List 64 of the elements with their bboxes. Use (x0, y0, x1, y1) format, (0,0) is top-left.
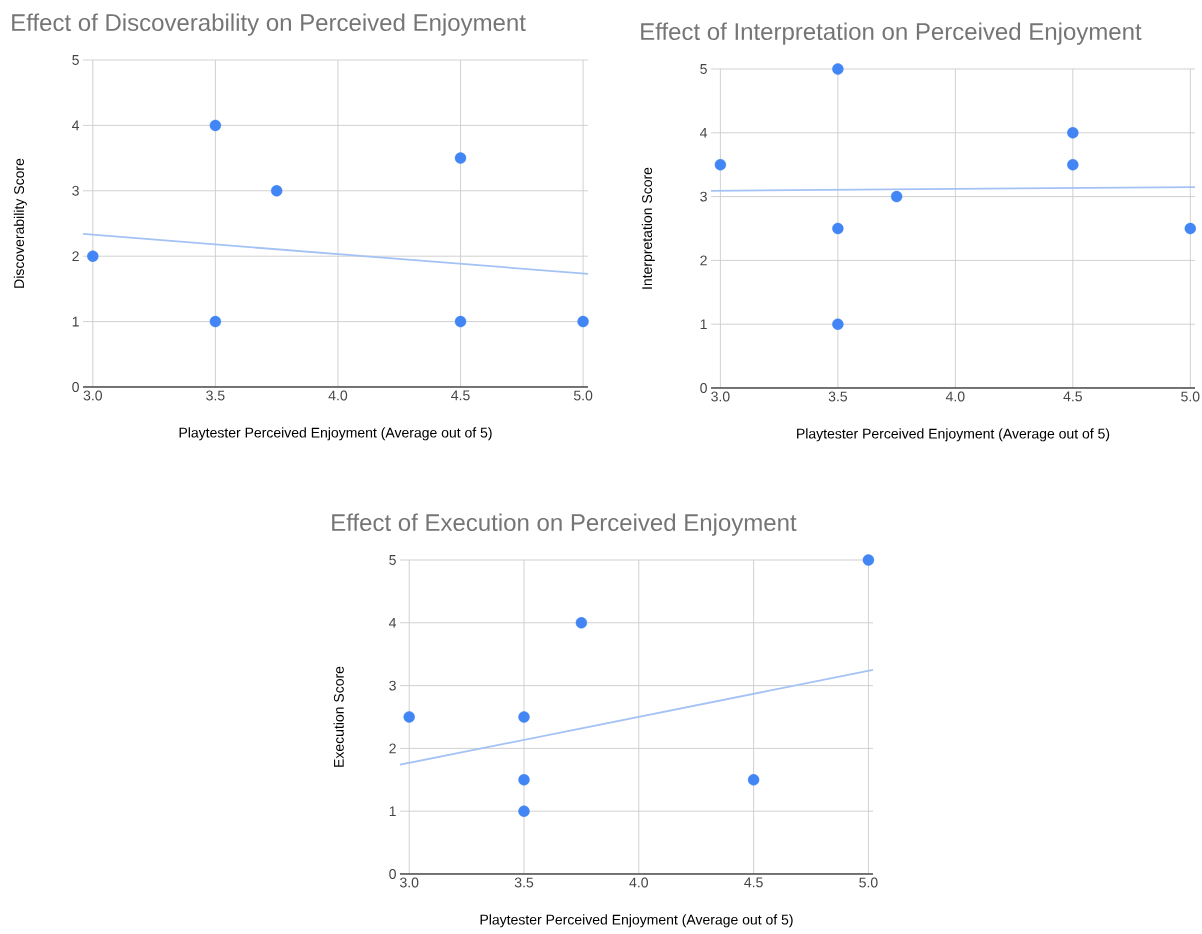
point (403, 711, 415, 723)
point (518, 711, 530, 723)
y-tick-label: 3 (72, 185, 79, 196)
y-axis-title: Execution Score (333, 666, 344, 767)
y-tick-label: 0 (389, 869, 396, 879)
x-tick-label: 3.5 (828, 391, 848, 402)
point (832, 63, 844, 75)
x-tick-label: 4.0 (945, 391, 965, 402)
x-tick-label: 5.0 (573, 390, 593, 401)
x-tick-label: 5.0 (859, 877, 878, 888)
point (209, 315, 222, 328)
x-axis-title: Playtester Perceived Enjoyment (Average out of 5) (480, 914, 793, 928)
point (454, 152, 467, 164)
y-tick-label: 3 (389, 680, 396, 691)
x-tick-label: 3.5 (514, 877, 534, 888)
y-tick-label: 4 (389, 617, 397, 628)
x-axis-title: Playtester Perceived Enjoyment (Average out of 5) (179, 427, 492, 441)
point (87, 250, 99, 262)
y-tick-label: 4 (72, 120, 80, 131)
point (518, 805, 530, 817)
y-tick-label: 5 (389, 555, 396, 565)
y-tick-label: 1 (389, 806, 396, 817)
x-tick-label: 4.5 (744, 877, 763, 888)
y-tick-label: 5 (700, 64, 707, 74)
point (1067, 159, 1079, 171)
point (454, 315, 467, 328)
x-tick-label: 4.5 (451, 390, 470, 401)
y-tick-label: 1 (700, 319, 707, 330)
x-tick-label: 4.5 (1063, 391, 1082, 402)
point (832, 318, 844, 330)
point (575, 617, 588, 629)
y-axis-title: Interpretation Score (641, 167, 655, 289)
y-tick-label: 1 (72, 316, 79, 327)
chart-title: Effect of Discoverability on Perceived Enjoyment (12, 13, 526, 36)
x-tick-label: 3.0 (83, 390, 102, 401)
y-tick-label: 5 (72, 55, 79, 65)
x-tick-label: 3.0 (399, 877, 419, 888)
y-tick-label: 2 (389, 743, 396, 754)
point (518, 774, 530, 786)
point (270, 185, 283, 197)
chart-title: Effect of Interpretation on Perceived Enjoyment (641, 22, 1142, 45)
x-tick-label: 3.0 (711, 391, 730, 402)
point (209, 119, 222, 132)
x-tick-label: 3.5 (206, 390, 225, 401)
point (714, 159, 727, 171)
point (890, 190, 903, 203)
y-axis-title: Discoverability Score (13, 158, 27, 288)
point (1067, 127, 1079, 139)
chart-title: Effect of Execution on Perceived Enjoyment (332, 513, 797, 536)
point (577, 315, 589, 328)
x-axis-title: Playtester Perceived Enjoyment (Average out of 5) (797, 428, 1110, 442)
y-tick-label: 3 (700, 191, 707, 202)
point (1184, 222, 1196, 235)
x-tick-label: 4.0 (328, 390, 348, 401)
point (832, 222, 844, 235)
y-tick-label: 4 (700, 127, 708, 138)
y-tick-label: 2 (72, 251, 79, 262)
y-tick-label: 0 (72, 382, 79, 392)
point (747, 774, 760, 786)
point (862, 554, 875, 566)
x-tick-label: 4.0 (629, 877, 648, 888)
y-tick-label: 0 (700, 383, 707, 393)
y-tick-label: 2 (700, 255, 707, 266)
x-tick-label: 5.0 (1181, 391, 1200, 402)
